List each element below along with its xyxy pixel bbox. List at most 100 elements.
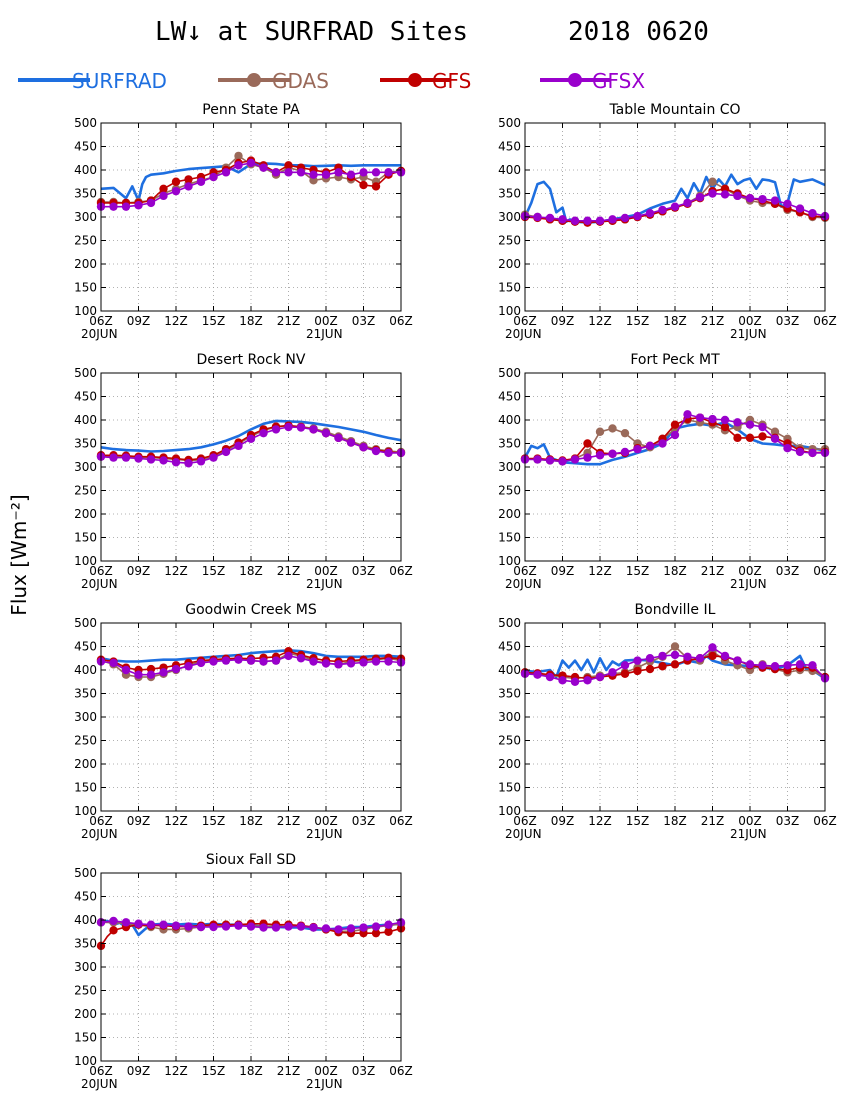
data-point (334, 168, 343, 177)
data-point (171, 458, 181, 467)
data-point (259, 428, 268, 438)
data-point (359, 923, 368, 932)
x-tick-label: 09Z (551, 564, 575, 578)
figure-title: LW↓ at SURFRAD Sites (155, 17, 468, 47)
data-point (134, 670, 143, 679)
data-point (595, 216, 605, 225)
x-tick-label: 21Z (701, 314, 725, 328)
data-point (595, 427, 605, 436)
y-tick-label: 450 (498, 140, 521, 154)
panel-title: Penn State PA (202, 102, 300, 118)
x-day-label: 21JUN (306, 827, 343, 841)
panel-goodwin-creek-ms: Goodwin Creek MS 500 450 400 350 300 250 200 150… (74, 602, 413, 841)
data-point (171, 186, 181, 196)
data-point (321, 170, 331, 179)
x-tick-label: 06Z (89, 814, 113, 828)
y-tick-label: 450 (74, 390, 97, 404)
y-tick-label: 100 (74, 1054, 97, 1068)
x-tick-label: 18Z (663, 314, 687, 328)
data-point (271, 425, 281, 434)
data-point (246, 656, 256, 665)
y-tick-label: 400 (74, 913, 97, 927)
data-point (234, 441, 243, 451)
data-point (695, 193, 705, 202)
x-tick-label: 15Z (626, 814, 650, 828)
x-day-label: 20JUN (81, 1077, 118, 1091)
x-tick-label: 03Z (776, 814, 800, 828)
y-tick-label: 100 (498, 304, 521, 318)
data-point (146, 455, 156, 464)
y-tick-label: 450 (74, 140, 97, 154)
legend-item-gfs: GFS (380, 69, 471, 93)
data-point (670, 420, 680, 429)
data-point (608, 449, 617, 459)
data-point (620, 428, 630, 438)
data-point (234, 151, 243, 161)
x-tick-label: 21Z (277, 814, 301, 828)
figure-date: 2018 0620 (568, 17, 709, 47)
data-point (533, 455, 542, 464)
y-tick-label: 250 (498, 234, 521, 248)
y-tick-label: 350 (74, 937, 97, 951)
data-point (683, 198, 692, 208)
data-point (321, 924, 331, 933)
x-tick-label: 00Z (738, 314, 762, 328)
data-point (371, 182, 381, 191)
data-point (171, 177, 181, 186)
data-point (209, 657, 218, 666)
y-tick-label: 500 (74, 616, 97, 630)
y-tick-label: 300 (498, 460, 521, 474)
data-point (708, 414, 717, 424)
y-tick-label: 500 (74, 116, 97, 130)
data-point (620, 669, 630, 678)
x-tick-label: 21Z (277, 1064, 301, 1078)
y-tick-label: 350 (498, 687, 521, 701)
x-tick-label: 03Z (352, 814, 376, 828)
x-day-label: 21JUN (730, 577, 767, 591)
legend-marker (247, 73, 261, 87)
y-tick-label: 500 (498, 366, 521, 380)
legend-label: GDAS (272, 69, 329, 93)
x-tick-label: 21Z (277, 314, 301, 328)
x-day-label: 21JUN (306, 1077, 343, 1091)
x-tick-label: 00Z (314, 1064, 338, 1078)
data-point (184, 662, 193, 671)
data-point (234, 921, 243, 930)
data-point (184, 922, 193, 931)
x-tick-label: 21Z (701, 814, 725, 828)
y-tick-label: 250 (74, 234, 97, 248)
data-point (371, 657, 381, 666)
y-tick-label: 100 (74, 804, 97, 818)
data-point (284, 922, 293, 931)
series-gfsx (520, 410, 830, 466)
data-point (196, 658, 206, 668)
x-tick-label: 06Z (89, 314, 113, 328)
y-tick-label: 400 (74, 413, 97, 427)
y-tick-label: 400 (498, 413, 521, 427)
x-tick-label: 18Z (239, 1064, 263, 1078)
data-point (645, 654, 655, 663)
data-point (770, 662, 780, 671)
series-surfrad (523, 173, 826, 224)
series-surfrad (100, 419, 402, 453)
data-point (209, 922, 218, 932)
data-point (608, 668, 617, 677)
data-point (109, 926, 118, 935)
y-tick-label: 150 (498, 531, 521, 545)
data-point (309, 923, 318, 932)
data-point (384, 448, 393, 458)
data-point (533, 670, 542, 679)
y-tick-label: 200 (498, 757, 521, 771)
x-tick-label: 06Z (89, 1064, 113, 1078)
data-point (670, 202, 680, 211)
data-point (334, 660, 343, 669)
data-point (670, 430, 680, 440)
data-point (184, 182, 193, 191)
x-day-label: 20JUN (505, 577, 542, 591)
y-tick-label: 150 (74, 531, 97, 545)
data-point (720, 651, 730, 661)
panel-title: Table Mountain CO (608, 102, 740, 118)
data-point (633, 666, 642, 676)
data-point (595, 451, 605, 460)
series-gfsx (520, 643, 830, 686)
